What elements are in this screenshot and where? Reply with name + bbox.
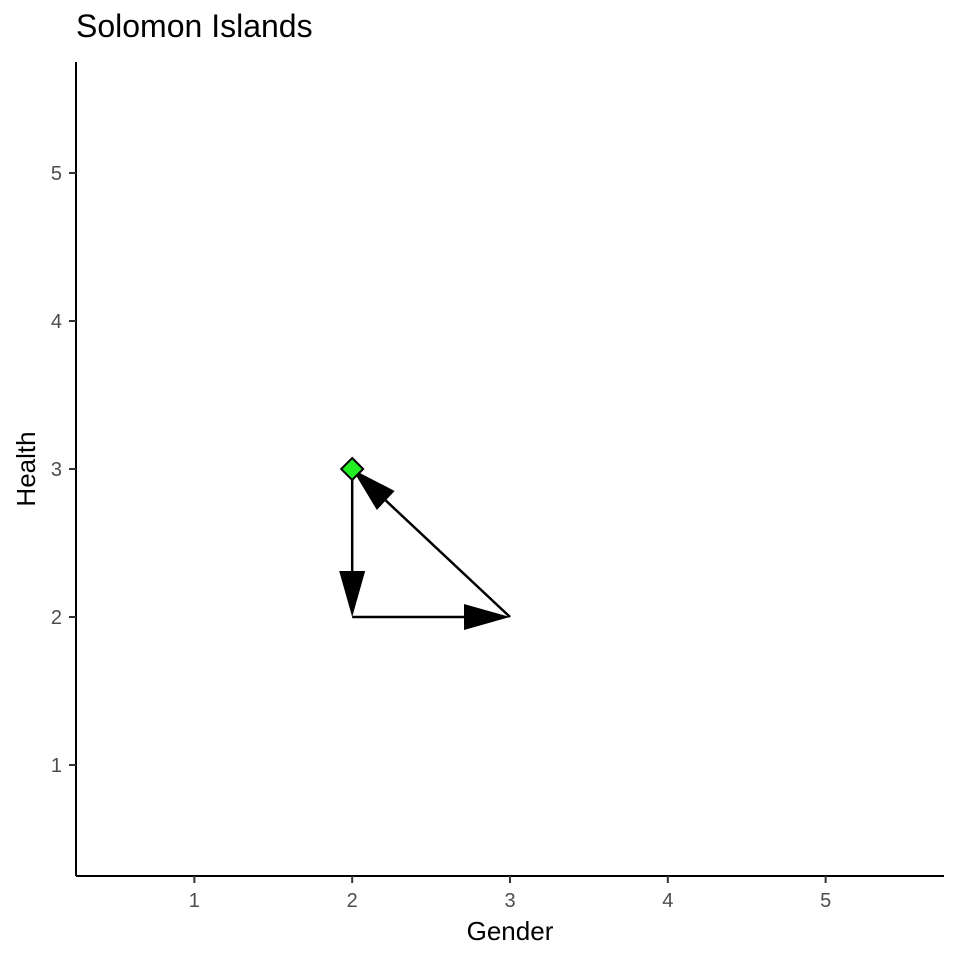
start-marker <box>339 456 365 482</box>
y-tick-label: 1 <box>51 755 62 777</box>
arrowhead <box>464 604 510 630</box>
x-tick-label: 3 <box>504 890 515 912</box>
x-tick-label: 4 <box>662 890 673 912</box>
chart-title: Solomon Islands <box>76 8 313 44</box>
y-axis-title: Health <box>11 431 41 506</box>
path-segment <box>384 499 511 618</box>
path-arrows <box>339 469 511 630</box>
markers <box>339 456 365 482</box>
y-tick-label: 3 <box>51 459 62 481</box>
x-tick-label: 2 <box>347 890 358 912</box>
y-tick-label: 5 <box>51 163 62 185</box>
x-ticks: 1 2 3 4 5 <box>189 876 831 912</box>
y-ticks: 1 2 3 4 5 <box>51 163 76 777</box>
y-tick-label: 2 <box>51 607 62 629</box>
y-tick-label: 4 <box>51 311 62 333</box>
axes <box>75 62 944 877</box>
arrowhead <box>352 469 395 510</box>
arrowhead <box>339 571 366 617</box>
x-axis-title: Gender <box>467 916 554 946</box>
x-tick-label: 5 <box>820 890 831 912</box>
x-tick-label: 1 <box>189 890 200 912</box>
